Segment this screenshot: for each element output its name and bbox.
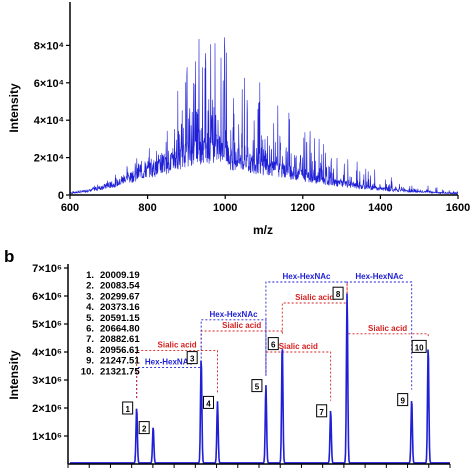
mass-list-value: 20299.67	[100, 291, 140, 302]
peak-label-box	[203, 395, 215, 409]
panel-b-annotations: Hex-HexNAc Sialic acid Sialic acid Hex-HexN…	[136, 272, 429, 401]
peak-label-box	[411, 339, 427, 353]
annotation-label: Hex-HexNAc	[210, 310, 259, 319]
panel-a-y-tick-label: 8×10⁴	[34, 40, 64, 52]
panel-a-x-axis-label: m/z	[253, 223, 273, 237]
peak-label: 10	[415, 343, 424, 352]
panel-b-label: b	[4, 247, 14, 266]
annotation-bracket	[265, 351, 332, 401]
panel-b-spectrum-line	[70, 293, 450, 464]
annotation-bracket	[200, 319, 267, 376]
peak-label-box	[251, 379, 263, 393]
panel-a-y-tick-label: 0	[58, 190, 64, 202]
annotation-label: Hex-HexNAc	[355, 272, 404, 281]
mass-list-number: 1.	[86, 270, 94, 281]
panel-a-x-tick-label: 1600	[446, 202, 470, 214]
peak-label: 9	[400, 397, 405, 406]
peak-label: 7	[319, 408, 324, 417]
panel-a-y-tick-label: 6×10⁴	[34, 78, 64, 90]
mass-list-number: 4.	[86, 302, 94, 313]
mass-list-number: 7.	[86, 334, 94, 345]
mass-list-value: 20083.54	[100, 281, 140, 292]
panel-a-x-tick-label: 600	[61, 202, 79, 214]
peak-label: 5	[255, 383, 260, 392]
peak-label-box	[186, 351, 198, 365]
annotation-label: Sialic acid	[279, 342, 318, 351]
peak-label: 1	[125, 405, 130, 414]
annotation-bracket	[136, 347, 202, 398]
peak-label-box	[316, 404, 328, 418]
mass-list-value: 21247.51	[100, 356, 140, 367]
annotation-label: Hex-HexNAc	[282, 272, 331, 281]
mass-list-value: 20591.15	[100, 313, 140, 324]
peak-label-box	[332, 286, 344, 300]
panel-a-x-tick-label: 1400	[368, 202, 392, 214]
panel-b-axes: 1×10⁶ 2×10⁶ 3×10⁶ 4×10⁶ 5×10⁶ 6×10⁶ 7×10⁶	[32, 263, 451, 468]
mass-list-value: 20882.61	[100, 334, 140, 345]
mass-list-number: 2.	[86, 281, 94, 292]
panel-b-mass-list: 1. 20009.19 2. 20083.54 3. 20299.67 4. 20373.16…	[81, 270, 141, 377]
panel-a-x-tick-label: 1000	[213, 202, 237, 214]
mass-list-number: 9.	[86, 356, 94, 367]
annotation-bracket	[346, 281, 413, 390]
panel-b-chart: Hex-HexNAc Sialic acid Sialic acid Hex-HexN…	[7, 263, 451, 468]
panel-a-axes: 600 800 1000 1200 1400 1600 0 2×10⁴ 4×10⁴ 6×10⁴ 8×…	[34, 2, 470, 214]
mass-list-value: 20009.19	[100, 270, 140, 281]
mass-list-number: 6.	[86, 324, 94, 335]
panel-b-y-tick-label: 6×10⁶	[32, 291, 62, 303]
panel-b-spectrum: 1 2 3 4 5 6 7 8 9 10	[70, 286, 450, 464]
panel-b-y-axis-label: Intensity	[7, 350, 21, 400]
annotation-label: Sialic acid	[295, 293, 334, 302]
mass-list-number: 10.	[81, 366, 94, 377]
mass-list-number: 8.	[86, 345, 94, 356]
peak-label: 3	[190, 355, 195, 364]
peak-label: 8	[336, 290, 341, 299]
panel-a-spectrum-line	[69, 37, 459, 195]
mass-list-number: 5.	[86, 313, 94, 324]
mass-list-value: 21321.75	[100, 366, 140, 377]
mass-list-value: 20373.16	[100, 302, 140, 313]
panel-a-x-tick-label: 800	[138, 202, 156, 214]
panel-a-y-tick-label: 4×10⁴	[34, 115, 64, 127]
annotation-label: Sialic acid	[158, 341, 197, 350]
annotation-label: Hex-HexNAc	[145, 357, 194, 366]
panel-b-y-tick-label: 5×10⁶	[32, 319, 62, 331]
panel-b-y-tick-label: 4×10⁶	[32, 347, 62, 359]
panel-b-y-tick-label: 7×10⁶	[32, 263, 62, 275]
peak-label-box	[122, 401, 134, 415]
mass-list-value: 20956.61	[100, 345, 140, 356]
peak-label-box	[138, 421, 150, 435]
panel-a-y-axis-label: Intensity	[7, 83, 21, 133]
panel-a-spectrum	[69, 37, 459, 195]
panel-b-y-tick-label: 3×10⁶	[32, 375, 62, 387]
peak-label-box	[267, 337, 279, 351]
peak-label: 6	[271, 341, 276, 350]
annotation-label: Sialic acid	[222, 321, 261, 330]
panel-a-x-tick-label: 1200	[291, 202, 315, 214]
panel-b-y-tick-label: 1×10⁶	[32, 431, 62, 443]
mass-list-number: 3.	[86, 291, 94, 302]
mass-list-value: 20664.80	[100, 324, 140, 335]
panel-b-y-tick-label: 2×10⁶	[32, 403, 62, 415]
peak-label: 4	[206, 399, 211, 408]
annotation-bracket	[136, 350, 218, 398]
panel-a-y-tick-label: 2×10⁴	[34, 153, 64, 165]
annotation-label: Sialic acid	[368, 324, 407, 333]
panel-a-chart: 600 800 1000 1200 1400 1600 0 2×10⁴ 4×10⁴ 6×10⁴ 8×…	[7, 2, 470, 237]
peak-label-box	[397, 393, 409, 407]
peak-label: 2	[142, 425, 147, 434]
